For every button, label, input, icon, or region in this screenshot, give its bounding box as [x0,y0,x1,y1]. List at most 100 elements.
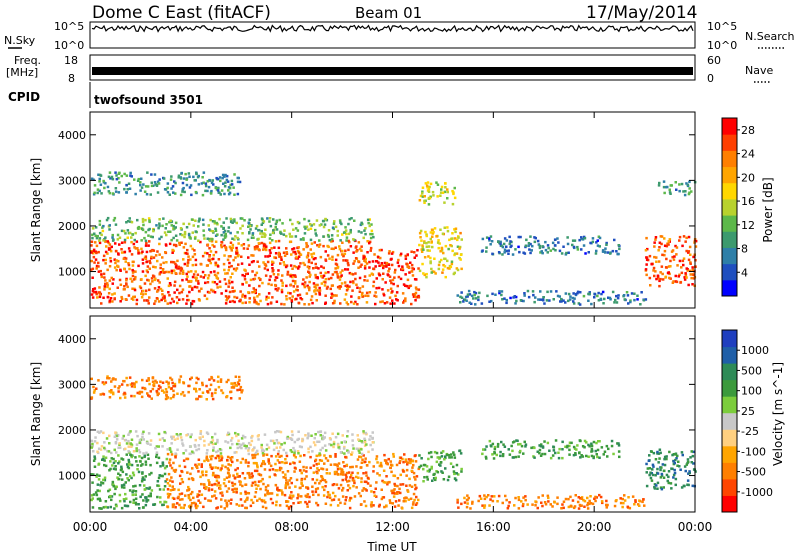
velocity-cell [149,443,152,446]
velocity-cell [683,465,687,468]
power-cell [151,274,155,277]
power-cell [685,182,688,185]
power-cell [219,193,222,196]
power-cell [468,301,471,304]
velocity-cell [356,471,360,475]
velocity-cell [115,451,118,454]
power-cell [281,284,284,287]
power-cell [185,278,188,281]
power-cell [682,235,686,238]
power-cell [494,293,497,296]
velocity-cell [299,454,302,458]
velocity-cell [225,505,229,508]
power-cell [161,269,165,273]
velocity-cell [212,449,215,452]
velocity-cell [93,457,97,460]
velocity-cell [656,487,659,490]
power-cell [465,299,468,302]
velocity-cell [260,498,263,502]
power-cell [163,188,167,191]
power-cell [107,248,111,251]
velocity-cell [314,487,318,491]
power-cell [106,282,109,285]
velocity-cell [194,502,197,506]
power-cell [248,232,251,235]
power-cell [98,237,102,240]
power-cell [501,298,504,301]
velocity-cell [568,441,572,444]
power-cell [196,279,200,283]
power-cell [217,258,221,261]
velocity-cell [289,505,293,508]
power-cell [181,181,185,185]
power-cell [444,182,447,185]
power-cell [169,178,173,181]
cpid-label: CPID [8,90,40,104]
velocity-cell [404,460,408,463]
velocity-cell [269,464,273,468]
velocity-cell [220,467,223,470]
velocity-cell [276,488,279,491]
velocity-cell [262,460,265,463]
velocity-cell [174,454,177,458]
power-cell [235,296,239,299]
velocity-cell [228,475,231,479]
power-cell [529,251,532,255]
power-cell [225,299,228,302]
power-cell [357,266,360,269]
power-cell [243,219,246,222]
power-cell [588,292,591,295]
velocity-cell [174,506,177,509]
velocity-cell [435,451,439,455]
velocity-cell [409,458,413,461]
velocity-cell [522,452,525,455]
power-cell [405,262,408,266]
power-cell [205,297,209,301]
power-cell [223,278,227,281]
power-cell [182,258,185,261]
power-cell [178,284,182,288]
power-cell [196,273,200,276]
power-cell [411,267,414,270]
velocity-cell [314,481,317,485]
velocity-cell [127,439,130,443]
power-cell [541,245,544,248]
velocity-cell [117,387,120,390]
velocity-cell [672,453,676,456]
velocity-cell [229,464,232,467]
velocity-cell [557,451,560,454]
velocity-cell [585,454,588,458]
velocity-cell [237,439,240,442]
power-cell [394,268,397,272]
power-cell [183,190,186,194]
velocity-cell [266,484,270,487]
power-cell [183,262,187,266]
power-cell [90,177,94,180]
power-cell [178,241,181,245]
power-cell [210,181,214,185]
velocity-cell [142,430,145,434]
velocity-cell [306,487,310,490]
power-cell [339,271,342,274]
velocity-cell [167,381,170,384]
velocity-cell [453,456,457,459]
power-cell [180,241,183,244]
power-cell [105,245,108,248]
power-cell [358,287,362,290]
power-cell [278,218,281,222]
power-cell [388,250,391,253]
velocity-cell [200,395,203,398]
velocity-cell [317,430,320,434]
power-cell [443,226,446,229]
velocity-cell [128,489,132,492]
power-cell [391,278,395,282]
velocity-cell [116,433,120,437]
power-cell [470,294,474,298]
power-cell [188,236,191,239]
velocity-cell [177,488,180,492]
power-cell [115,174,118,177]
velocity-cell [519,442,522,446]
velocity-cell [251,449,254,452]
velocity-cell [561,440,564,444]
